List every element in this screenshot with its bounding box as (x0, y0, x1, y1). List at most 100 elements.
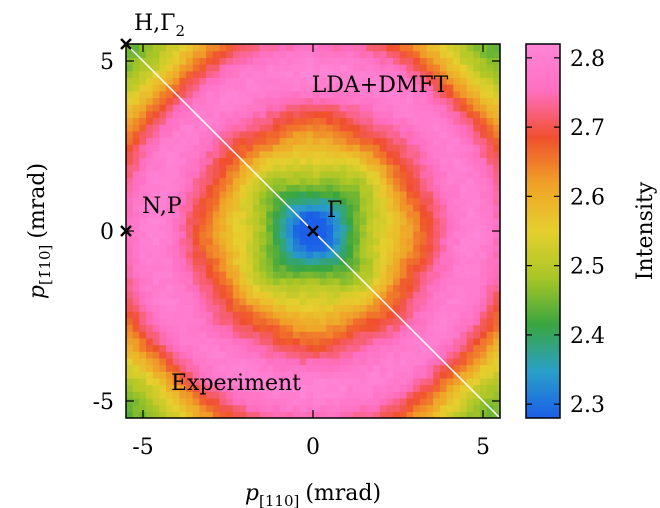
heatmap-cell (232, 57, 241, 65)
heatmap-cell (206, 210, 214, 219)
heatmap-cell (219, 90, 227, 99)
heatmap-cell (152, 344, 160, 352)
heatmap-cell (159, 44, 167, 52)
heatmap-cell (212, 384, 221, 392)
heatmap-cell (386, 117, 394, 125)
heatmap-cell (306, 397, 314, 406)
heatmap-cell (453, 251, 461, 259)
heatmap-cell (493, 104, 500, 112)
heatmap-cell (146, 137, 154, 145)
heatmap-cell (239, 331, 247, 339)
heatmap-cell (239, 351, 247, 359)
heatmap-cell (446, 377, 454, 386)
heatmap-cell (152, 331, 160, 339)
heatmap-cell (459, 244, 468, 252)
heatmap-cell (393, 411, 401, 418)
heatmap-cell (292, 351, 301, 359)
heatmap-cell (192, 97, 201, 105)
heatmap-cell (346, 57, 354, 65)
heatmap-cell (433, 257, 441, 265)
heatmap-cell (272, 357, 281, 366)
heatmap-cell (146, 217, 154, 225)
heatmap-cell (252, 257, 261, 265)
heatmap-cell (433, 404, 441, 412)
heatmap-cell (212, 210, 221, 219)
heatmap-cell (466, 304, 474, 312)
heatmap-cell (226, 244, 234, 252)
heatmap-cell (152, 204, 160, 212)
region-label-upper: LDA+DMFT (312, 73, 449, 98)
heatmap-cell (286, 317, 294, 326)
heatmap-cell (226, 44, 234, 52)
heatmap-cell (226, 124, 234, 132)
heatmap-cell (453, 44, 461, 52)
heatmap-cell (326, 217, 334, 225)
heatmap-cell (346, 291, 354, 299)
heatmap-cell (206, 371, 214, 379)
heatmap-cell (279, 311, 287, 319)
heatmap-cell (232, 411, 241, 418)
heatmap-cell (259, 324, 267, 332)
heatmap-cell (486, 57, 494, 65)
heatmap-cell (426, 117, 434, 125)
heatmap-cell (219, 110, 227, 119)
heatmap-cell (172, 257, 181, 265)
heatmap-cell (406, 251, 414, 259)
heatmap-cell (339, 271, 347, 279)
heatmap-cell (319, 110, 327, 119)
heatmap-cell (339, 404, 347, 412)
heatmap-cell (426, 197, 434, 205)
heatmap-cell (393, 324, 401, 332)
heatmap-cell (252, 110, 261, 119)
x-marker (120, 38, 132, 50)
heatmap-cell (179, 324, 187, 332)
heatmap-cell (279, 190, 287, 199)
heatmap-cell (159, 184, 167, 192)
heatmap-cell (333, 271, 341, 279)
heatmap-cell (466, 324, 474, 332)
heatmap-cell (152, 271, 160, 279)
heatmap-cell (473, 271, 481, 279)
heatmap-cell (433, 337, 441, 346)
heatmap-cell (139, 224, 147, 232)
heatmap-cell (259, 384, 267, 392)
heatmap-cell (353, 144, 361, 152)
heatmap-cell (226, 70, 234, 78)
heatmap-cell (166, 110, 174, 119)
heatmap-cell (453, 184, 461, 192)
heatmap-cell (206, 237, 214, 245)
heatmap-cell (186, 164, 194, 172)
heatmap-cell (206, 170, 214, 179)
heatmap-cell (252, 64, 261, 72)
heatmap-cell (252, 157, 261, 165)
heatmap-cell (292, 297, 301, 306)
heatmap-cell (166, 397, 174, 406)
heatmap-cell (306, 144, 314, 152)
heatmap-cell (379, 397, 388, 406)
heatmap-cell (226, 224, 234, 232)
heatmap-cell (399, 117, 408, 125)
heatmap-cell (459, 324, 468, 332)
heatmap-cell (166, 277, 174, 286)
heatmap-cell (172, 397, 181, 406)
heatmap-cell (226, 251, 234, 259)
heatmap-cell (333, 124, 341, 132)
heatmap-cell (379, 157, 388, 165)
heatmap-cell (166, 364, 174, 372)
heatmap-cell (172, 124, 181, 132)
heatmap-cell (252, 137, 261, 145)
heatmap-cell (353, 364, 361, 372)
heatmap-cell (192, 377, 201, 386)
heatmap-cell (179, 164, 187, 172)
heatmap-cell (146, 371, 154, 379)
heatmap-cell (219, 44, 227, 52)
heatmap-cell (146, 177, 154, 185)
heatmap-cell (426, 224, 434, 232)
heatmap-cell (166, 237, 174, 245)
heatmap-cell (379, 177, 388, 185)
heatmap-cell (333, 311, 341, 319)
heatmap-cell (179, 297, 187, 306)
heatmap-cell (479, 357, 488, 366)
heatmap-cell (346, 184, 354, 192)
heatmap-cell (246, 90, 254, 99)
